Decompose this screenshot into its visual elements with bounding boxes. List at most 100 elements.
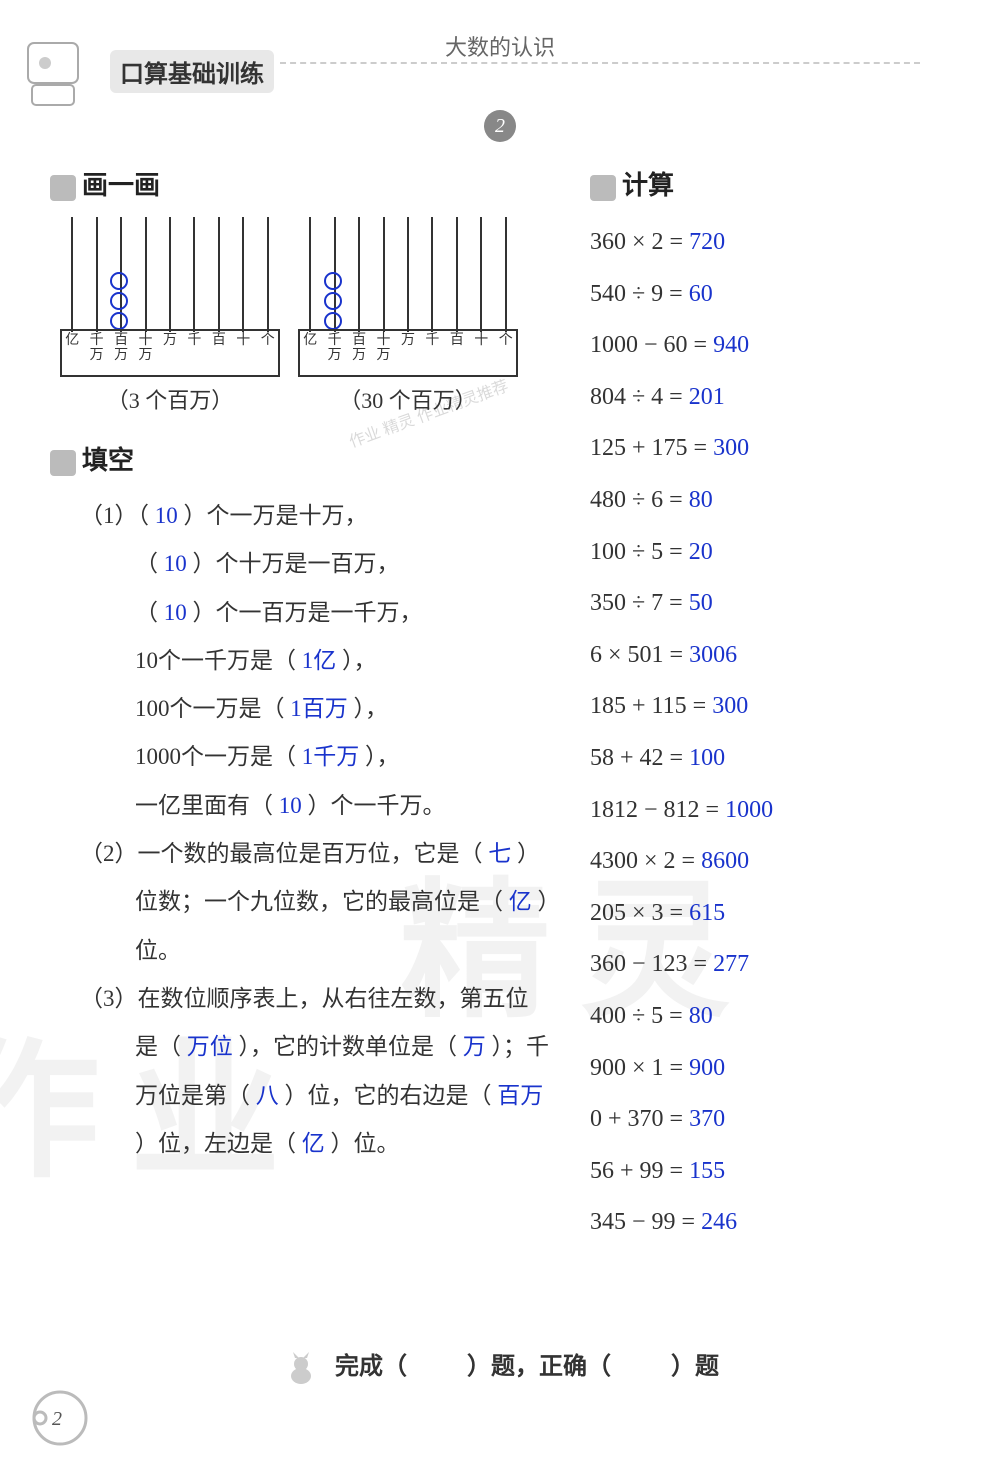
answer: 亿 bbox=[302, 1131, 325, 1156]
place-label: 个 bbox=[260, 333, 276, 348]
calc-expression: 1000 − 60 = bbox=[590, 332, 713, 358]
abacus-bead bbox=[324, 292, 342, 310]
page-number: 2 bbox=[52, 1408, 62, 1431]
calc-answer: 1000 bbox=[725, 797, 773, 823]
calc-line: 360 − 123 = 277 bbox=[590, 939, 950, 991]
text: ）位。 bbox=[331, 1131, 400, 1156]
abacus-rod bbox=[309, 217, 311, 332]
abacus-rod bbox=[96, 217, 98, 332]
text: ）个一百万是一千万， bbox=[193, 600, 423, 625]
abacus-2-wrap: 亿千万百万十万万千百十个 （30 个百万） bbox=[298, 217, 518, 415]
calc-answer: 8600 bbox=[701, 848, 749, 874]
calc-line: 804 ÷ 4 = 201 bbox=[590, 372, 950, 424]
abacus-bead bbox=[110, 312, 128, 330]
cat-icon bbox=[281, 1348, 321, 1388]
answer: 百万 bbox=[497, 1083, 543, 1108]
exercise-number-badge: 2 bbox=[484, 110, 516, 142]
text: 1000个一万是（ bbox=[135, 744, 296, 769]
abacus-labels: 亿千万百万十万万千百十个 bbox=[60, 329, 280, 377]
calc-answer: 720 bbox=[689, 229, 725, 255]
text: ）， bbox=[365, 744, 400, 769]
abacus-rod bbox=[358, 217, 360, 332]
text: ）位，它的右边是（ bbox=[285, 1083, 492, 1108]
abacus-bead bbox=[110, 292, 128, 310]
left-column: 画一画 亿千万百万十万万千百十个 （3 个百万） 亿千万百万十万万千百十个 （3… bbox=[50, 165, 560, 1249]
calc-answer: 370 bbox=[689, 1106, 725, 1132]
abacus-1: 亿千万百万十万万千百十个 bbox=[60, 217, 280, 377]
text: 一亿里面有（ bbox=[135, 793, 273, 818]
abacus-rod bbox=[169, 217, 171, 332]
place-label: 十万 bbox=[376, 333, 392, 364]
calc-line: 350 ÷ 7 = 50 bbox=[590, 578, 950, 630]
calc-expression: 56 + 99 = bbox=[590, 1158, 689, 1184]
calc-line: 1000 − 60 = 940 bbox=[590, 320, 950, 372]
abacus-rod bbox=[505, 217, 507, 332]
calc-expression: 58 + 42 = bbox=[590, 745, 689, 771]
footer-blank[interactable] bbox=[617, 1354, 665, 1380]
section-fill: 填空 （1）（ 10 ）个一万是十万， （ 10 ）个十万是一百万， （ 10 … bbox=[50, 440, 550, 1168]
text: （2）一个数的最高位是百万位，它是（ bbox=[80, 841, 483, 866]
fill-q3: （3）在数位顺序表上，从右往左数，第五位是（ 万位 ），它的计数单位是（ 万 ）… bbox=[80, 975, 550, 1168]
calc-line: 345 − 99 = 246 bbox=[590, 1197, 950, 1249]
abacus-row: 亿千万百万十万万千百十个 （3 个百万） 亿千万百万十万万千百十个 （30 个百… bbox=[60, 217, 550, 415]
calc-line: 100 ÷ 5 = 20 bbox=[590, 527, 950, 579]
text: ）个一万是十万， bbox=[184, 503, 368, 528]
text: ）位，左边是（ bbox=[135, 1131, 296, 1156]
calc-line: 0 + 370 = 370 bbox=[590, 1094, 950, 1146]
calc-line: 4300 × 2 = 8600 bbox=[590, 836, 950, 888]
answer: 10 bbox=[164, 600, 187, 625]
main-content: 画一画 亿千万百万十万万千百十个 （3 个百万） 亿千万百万十万万千百十个 （3… bbox=[50, 165, 950, 1249]
abacus-2: 亿千万百万十万万千百十个 bbox=[298, 217, 518, 377]
text: 100个一万是（ bbox=[135, 696, 285, 721]
abacus-rod bbox=[71, 217, 73, 332]
place-label: 十万 bbox=[138, 333, 154, 364]
fill-q1-line: （ 10 ）个十万是一百万， bbox=[135, 540, 550, 588]
header-character-icon bbox=[20, 35, 95, 110]
abacus-rod bbox=[456, 217, 458, 332]
footer-blank[interactable] bbox=[413, 1354, 461, 1380]
calc-expression: 900 × 1 = bbox=[590, 1055, 689, 1081]
calc-answer: 300 bbox=[712, 693, 748, 719]
answer: 1千万 bbox=[302, 744, 360, 769]
calc-answer: 3006 bbox=[689, 642, 737, 668]
calc-expression: 100 ÷ 5 = bbox=[590, 539, 689, 565]
page-header: 口算基础训练 大数的认识 bbox=[0, 30, 1000, 110]
footer-text: ）题 bbox=[671, 1354, 719, 1380]
calc-line: 58 + 42 = 100 bbox=[590, 733, 950, 785]
calc-answer: 60 bbox=[689, 281, 713, 307]
place-label: 亿 bbox=[302, 333, 318, 348]
text: ）个一千万。 bbox=[308, 793, 446, 818]
calc-answer: 615 bbox=[689, 900, 725, 926]
place-label: 十 bbox=[473, 333, 489, 348]
fill-q1-line: 10个一千万是（ 1亿 ）， bbox=[135, 637, 550, 685]
text: （ bbox=[135, 600, 158, 625]
calc-answer: 900 bbox=[689, 1055, 725, 1081]
abacus-bead bbox=[110, 272, 128, 290]
calc-expression: 0 + 370 = bbox=[590, 1106, 689, 1132]
section-icon bbox=[50, 175, 76, 201]
fill-q1-line: 1000个一万是（ 1千万 ）， bbox=[135, 733, 550, 781]
calc-expression: 400 ÷ 5 = bbox=[590, 1003, 689, 1029]
calc-answer: 50 bbox=[689, 590, 713, 616]
text: ）， bbox=[342, 648, 377, 673]
answer: 10 bbox=[279, 793, 302, 818]
section-calc-title: 计算 bbox=[590, 165, 950, 202]
place-label: 个 bbox=[498, 333, 514, 348]
abacus-bead bbox=[324, 272, 342, 290]
answer: 万 bbox=[463, 1034, 486, 1059]
answer: 八 bbox=[256, 1083, 279, 1108]
abacus-rod bbox=[407, 217, 409, 332]
answer: 10 bbox=[164, 551, 187, 576]
abacus-1-wrap: 亿千万百万十万万千百十个 （3 个百万） bbox=[60, 217, 280, 415]
text: ），它的计数单位是（ bbox=[239, 1034, 458, 1059]
place-label: 万 bbox=[162, 333, 178, 348]
calc-expression: 1812 − 812 = bbox=[590, 797, 725, 823]
text: ）个十万是一百万， bbox=[193, 551, 400, 576]
page-corner: 2 bbox=[30, 1388, 90, 1448]
calc-line: 125 + 175 = 300 bbox=[590, 423, 950, 475]
place-label: 千 bbox=[424, 333, 440, 348]
calc-answer: 80 bbox=[689, 1003, 713, 1029]
fill-q1-line: 一亿里面有（ 10 ）个一千万。 bbox=[135, 782, 550, 830]
calc-answer: 246 bbox=[701, 1209, 737, 1235]
calc-list: 360 × 2 = 720540 ÷ 9 = 601000 − 60 = 940… bbox=[590, 217, 950, 1249]
